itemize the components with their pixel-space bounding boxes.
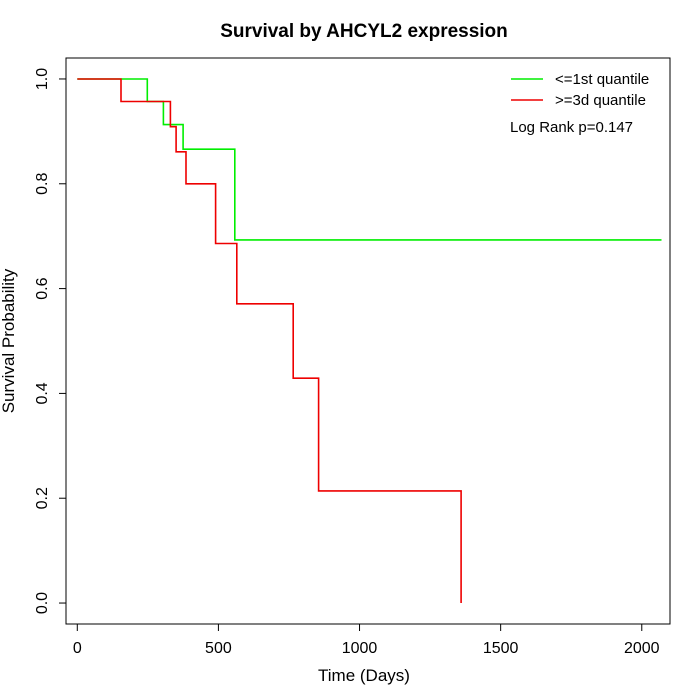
legend-label: >=3d quantile	[555, 92, 646, 109]
x-tick-label: 0	[73, 640, 82, 657]
y-tick-label: 0.4	[34, 382, 51, 404]
y-axis-label: Survival Probability	[0, 268, 18, 413]
legend: <=1st quantile >=3d quantile	[511, 71, 649, 109]
x-tick-label: 2000	[624, 640, 660, 657]
log-rank-annotation: Log Rank p=0.147	[510, 119, 633, 136]
y-axis: 0.0 0.2 0.4 0.6 0.8 1.0	[34, 68, 67, 614]
y-tick-label: 0.0	[34, 592, 51, 614]
x-axis-label: Time (Days)	[318, 666, 410, 685]
y-tick-label: 0.8	[34, 173, 51, 195]
chart-title: Survival by AHCYL2 expression	[220, 21, 508, 42]
legend-label: <=1st quantile	[555, 71, 649, 88]
series-line-1	[77, 78, 462, 603]
x-axis: 0 500 1000 1500 2000	[73, 623, 660, 657]
x-tick-label: 500	[205, 640, 232, 657]
y-tick-label: 1.0	[34, 68, 51, 90]
x-tick-label: 1500	[483, 640, 519, 657]
series-line-0	[77, 78, 662, 241]
x-tick-label: 1000	[342, 640, 378, 657]
plot-area	[65, 57, 671, 625]
y-tick-label: 0.2	[34, 487, 51, 509]
y-tick-label: 0.6	[34, 277, 51, 299]
series-lines	[77, 78, 662, 603]
